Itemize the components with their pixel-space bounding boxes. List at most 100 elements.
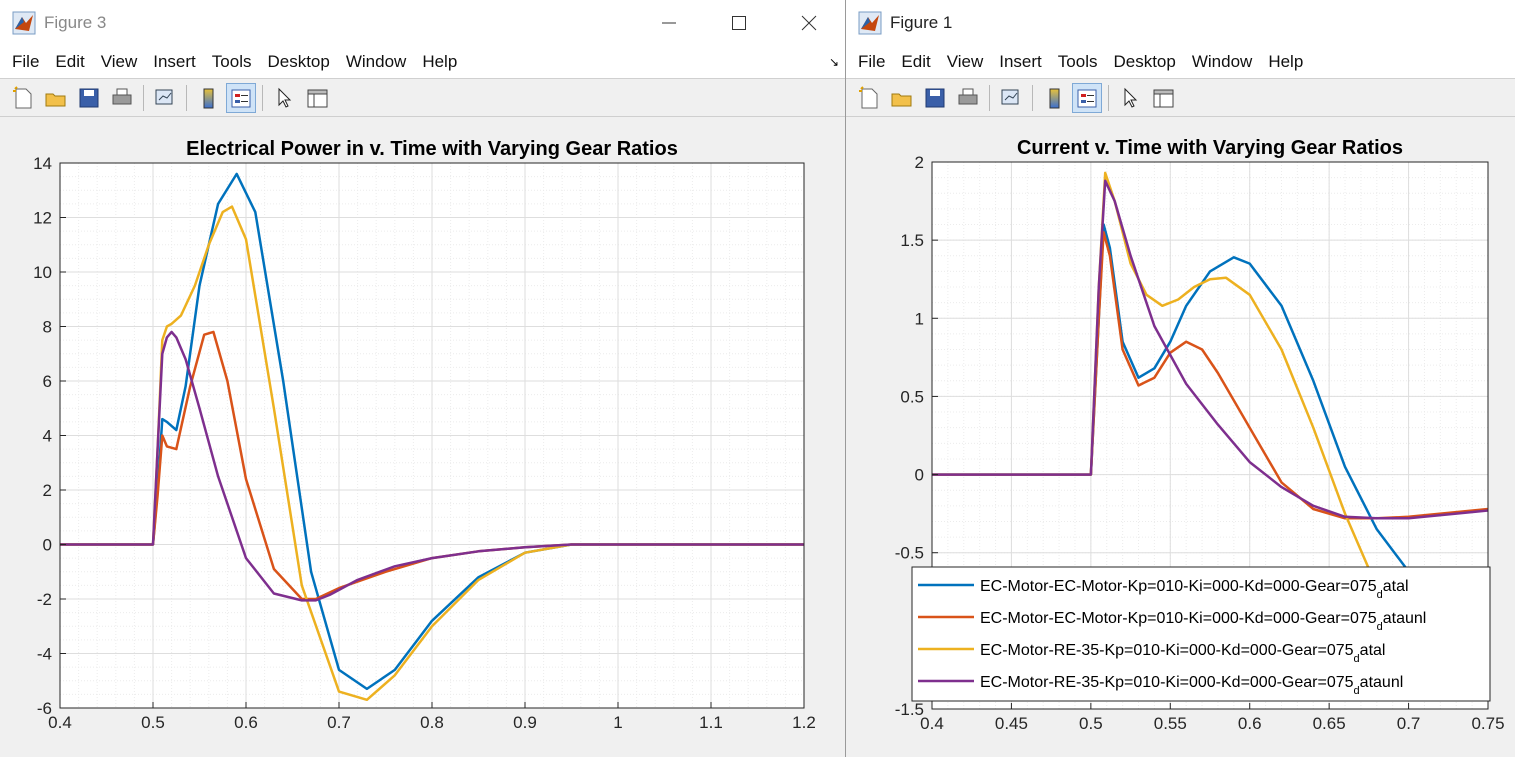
x-tick-label: 0.4 [920,714,944,733]
toolbar-separator [1108,85,1109,111]
y-tick-label: -0.5 [895,544,924,563]
insert-colorbar-icon [1049,88,1060,109]
dock-arrow-icon[interactable]: ↘ [828,55,839,69]
plot-title: Current v. Time with Varying Gear Ratios [1017,137,1403,159]
property-inspector-icon [307,89,328,108]
legend-entry-4: EC-Motor-RE-35-Kp=010-Ki=000-Kd=000-Gear… [980,674,1403,697]
link-plot-icon [1001,89,1019,105]
y-tick-label: 12 [33,209,52,228]
insert-legend-button[interactable] [226,83,256,113]
menu-help[interactable]: Help [1268,52,1304,71]
open-file-button[interactable] [887,83,917,113]
y-tick-label: 0 [915,466,924,485]
y-tick-label: 6 [43,372,52,391]
menu-window[interactable]: Window [345,52,407,71]
series-line-4[interactable] [60,330,804,602]
menu-tools[interactable]: Tools [1057,52,1098,71]
insert-colorbar-button[interactable] [1039,83,1069,113]
x-tick-label: 0.5 [1079,714,1103,733]
x-tick-label: 0.4 [48,713,72,732]
toolbar-separator [186,85,187,111]
minimize-button[interactable] [634,0,704,46]
legend[interactable]: EC-Motor-EC-Motor-Kp=010-Ki=000-Kd=000-G… [911,566,1491,702]
menu-insert[interactable]: Insert [999,52,1042,71]
save-button[interactable] [920,83,950,113]
insert-colorbar-button[interactable] [193,83,223,113]
figure-canvas: 0.4 0.45 0.5 0.55 0.6 0.65 0.7 0.75 -1.5 -0.5 0 0.5… [846,118,1515,757]
x-tick-label: 0.7 [327,713,351,732]
open-file-icon [45,93,66,107]
y-tick-label: 10 [33,263,52,282]
print-button[interactable] [953,83,983,113]
open-file-button[interactable] [41,83,71,113]
toolbar-separator [989,85,990,111]
menu-edit[interactable]: Edit [55,52,85,71]
title-bar[interactable]: Figure 3 [0,0,845,46]
figure-3-window: Figure 3 File Edit View Insert Tools Des… [0,0,846,757]
pointer-icon [1124,87,1138,108]
menu-view[interactable]: View [100,52,138,71]
toolbar-separator [262,85,263,111]
link-plot-button[interactable] [996,83,1026,113]
menu-help[interactable]: Help [422,52,458,71]
save-button[interactable] [74,83,104,113]
menu-file[interactable]: File [858,52,886,71]
insert-legend-button[interactable] [1072,83,1102,113]
x-tick-label: 0.7 [1397,714,1421,733]
pointer-button[interactable] [269,83,299,113]
property-inspector-button[interactable] [302,83,332,113]
y-tick-label: 0 [43,536,52,555]
menu-insert[interactable]: Insert [153,52,196,71]
insert-legend-icon [1077,89,1097,108]
x-tick-label: 0.6 [234,713,258,732]
y-tick-label: 2 [43,481,52,500]
menu-edit[interactable]: Edit [901,52,931,71]
insert-legend-icon [231,89,251,108]
property-inspector-icon [1153,89,1174,108]
link-plot-button[interactable] [150,83,180,113]
pointer-button[interactable] [1115,83,1145,113]
menu-file[interactable]: File [12,52,40,71]
x-tick-label: 1.2 [792,713,816,732]
maximize-button[interactable] [704,0,774,46]
y-tick-label: 1 [915,309,924,328]
series-line-2[interactable] [932,231,1488,520]
y-tick-label: 0.5 [900,387,924,406]
toolbar-separator [143,85,144,111]
save-icon [925,88,945,108]
y-tick-label: 14 [33,154,52,173]
menu-tools[interactable]: Tools [211,52,252,71]
series-line-3[interactable] [60,205,804,702]
title-bar[interactable]: Figure 1 [846,0,1515,46]
menu-desktop[interactable]: Desktop [1113,52,1176,71]
series-line-4[interactable] [932,179,1488,520]
x-tick-label: 1 [613,713,622,732]
y-tick-label: 4 [43,427,52,446]
new-figure-button[interactable] [8,83,38,113]
new-figure-icon [13,86,32,109]
print-button[interactable] [107,83,137,113]
x-tick-label: 1.1 [699,713,723,732]
y-tick-label: 8 [43,318,52,337]
close-icon [801,15,817,31]
menu-desktop[interactable]: Desktop [267,52,330,71]
link-plot-icon [155,89,173,105]
maximize-icon [732,16,746,30]
figure-1-window: Figure 1 File Edit View Insert Tools Des… [846,0,1515,757]
new-figure-button[interactable] [854,83,884,113]
x-tick-label: 0.75 [1471,714,1504,733]
power-plot: 0.4 0.5 0.6 0.7 0.8 0.9 1 1.1 1.2 -6 -4 -2 0 2 4 6 8 10 12… [33,138,816,732]
window-title: Figure 3 [44,13,107,32]
pointer-icon [278,87,292,108]
menu-view[interactable]: View [946,52,984,71]
figure-toolbar [846,80,1515,117]
menu-window[interactable]: Window [1191,52,1253,71]
matlab-logo-icon [858,11,882,35]
x-tick-label: 0.5 [141,713,165,732]
y-tick-label: -1.5 [895,700,924,719]
property-inspector-button[interactable] [1148,83,1178,113]
save-icon [79,88,99,108]
close-button[interactable] [774,0,844,46]
figure-canvas: 0.4 0.5 0.6 0.7 0.8 0.9 1 1.1 1.2 -6 -4 -2 0 2 4 6 8 10 12… [0,118,845,757]
x-tick-label: 0.55 [1154,714,1187,733]
